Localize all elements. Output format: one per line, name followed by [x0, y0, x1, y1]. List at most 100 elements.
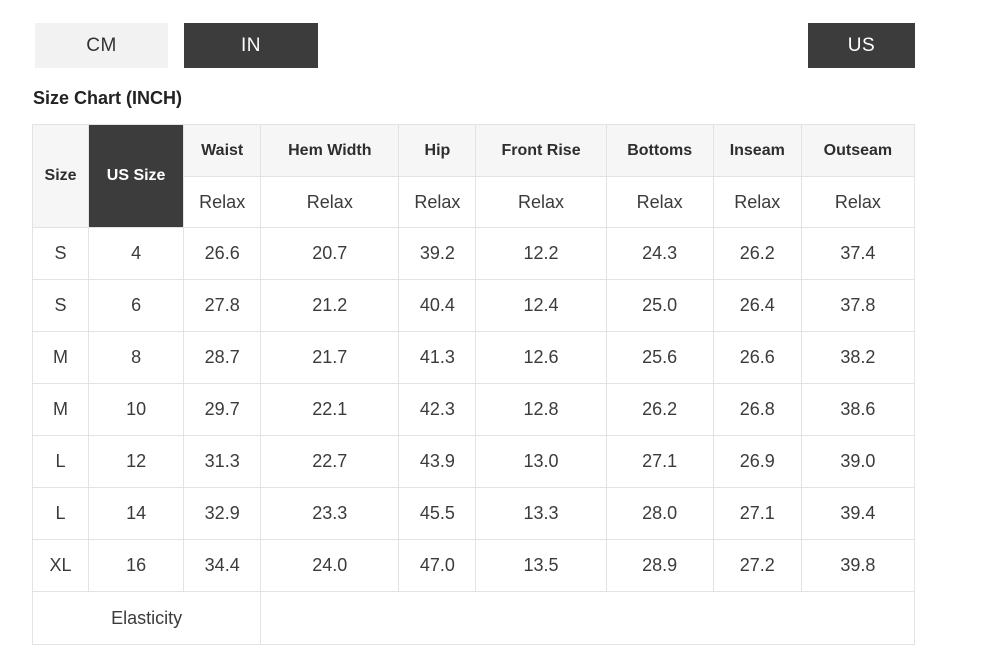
fit-type-cell: Relax [398, 176, 477, 228]
measurement-cell: 40.4 [398, 279, 477, 332]
column-header-size: Size [31, 124, 90, 228]
table-body: S 4 26.6 20.7 39.2 12.2 24.3 26.2 37.4 S… [31, 227, 916, 645]
column-header-hip: Hip [398, 124, 477, 177]
table-row: M 8 28.7 21.7 41.3 12.6 25.6 26.6 38.2 [31, 331, 916, 384]
elasticity-row: Elasticity [31, 591, 915, 645]
measurement-cell: 21.7 [260, 331, 400, 384]
size-cell: M [31, 383, 90, 436]
table-header: Size US Size Waist Hem Width Hip Front R… [31, 124, 916, 228]
page-title: Size Chart (INCH) [33, 88, 183, 108]
measurement-cell: 26.6 [712, 331, 802, 384]
us-size-cell: 12 [88, 435, 185, 488]
fit-type-cell: Relax [260, 176, 400, 228]
size-cell: M [31, 331, 90, 384]
measurement-cell: 27.8 [183, 279, 262, 332]
fit-type-cell: Relax [605, 176, 714, 228]
column-header-hem-width: Hem Width [260, 124, 400, 177]
measurement-cell: 25.6 [605, 331, 714, 384]
us-size-cell: 16 [88, 539, 185, 592]
measurement-cell: 42.3 [398, 383, 477, 436]
measurement-cell: 37.4 [800, 227, 916, 280]
table-row: L 14 32.9 23.3 45.5 13.3 28.0 27.1 39.4 [31, 487, 916, 540]
column-header-us-size: US Size [88, 124, 185, 228]
measurement-cell: 39.4 [800, 487, 916, 540]
table-row: XL 16 34.4 24.0 47.0 13.5 28.9 27.2 39.8 [31, 539, 916, 592]
measurement-cell: 27.1 [712, 487, 802, 540]
measurement-cell: 37.8 [800, 279, 916, 332]
table-row: M 10 29.7 22.1 42.3 12.8 26.2 26.8 38.6 [31, 383, 916, 436]
size-cell: XL [31, 539, 90, 592]
unit-toggle-bar: CM IN US [32, 23, 915, 68]
measurement-cell: 26.9 [712, 435, 802, 488]
measurement-cell: 12.6 [475, 331, 607, 384]
measurement-cell: 21.2 [260, 279, 400, 332]
us-size-cell: 10 [88, 383, 185, 436]
measurement-cell: 39.8 [800, 539, 916, 592]
measurement-cell: 27.1 [605, 435, 714, 488]
measurement-cell: 26.6 [183, 227, 262, 280]
cm-button[interactable]: CM [35, 23, 168, 68]
measurement-cell: 26.2 [605, 383, 714, 436]
measurement-cell: 28.7 [183, 331, 262, 384]
measurement-cell: 24.0 [260, 539, 400, 592]
measurement-cell: 29.7 [183, 383, 262, 436]
measurement-cell: 38.6 [800, 383, 916, 436]
measurement-cell: 38.2 [800, 331, 916, 384]
table-row: S 6 27.8 21.2 40.4 12.4 25.0 26.4 37.8 [31, 279, 916, 332]
column-header-bottoms: Bottoms [605, 124, 714, 177]
elasticity-label-cell: Elasticity [31, 591, 262, 645]
us-size-cell: 14 [88, 487, 185, 540]
us-size-cell: 4 [88, 227, 185, 280]
measurement-cell: 26.4 [712, 279, 802, 332]
measure-header-row: Size US Size Waist Hem Width Hip Front R… [31, 124, 916, 228]
column-header-front-rise: Front Rise [475, 124, 607, 177]
us-size-cell: 6 [88, 279, 185, 332]
column-header-outseam: Outseam [800, 124, 916, 177]
measurement-cell: 43.9 [398, 435, 477, 488]
size-cell: L [31, 435, 90, 488]
measurement-cell: 39.0 [800, 435, 916, 488]
measurement-cell: 45.5 [398, 487, 477, 540]
us-size-cell: 8 [88, 331, 185, 384]
in-button[interactable]: IN [184, 23, 318, 68]
measurement-cell: 13.0 [475, 435, 607, 488]
measurement-cell: 47.0 [398, 539, 477, 592]
measurement-cell: 31.3 [183, 435, 262, 488]
measurement-cell: 32.9 [183, 487, 262, 540]
table-row: L 12 31.3 22.7 43.9 13.0 27.1 26.9 39.0 [31, 435, 916, 488]
us-button[interactable]: US [808, 23, 915, 68]
column-header-waist: Waist [183, 124, 262, 177]
measurement-cell: 22.7 [260, 435, 400, 488]
size-cell: L [31, 487, 90, 540]
fit-type-cell: Relax [475, 176, 607, 228]
fit-type-cell: Relax [800, 176, 916, 228]
measurement-cell: 24.3 [605, 227, 714, 280]
measurement-cell: 41.3 [398, 331, 477, 384]
elasticity-value-cell [260, 591, 915, 645]
measurement-cell: 12.2 [475, 227, 607, 280]
measurement-cell: 12.4 [475, 279, 607, 332]
size-cell: S [31, 279, 90, 332]
measurement-cell: 20.7 [260, 227, 400, 280]
measurement-cell: 27.2 [712, 539, 802, 592]
fit-type-cell: Relax [712, 176, 802, 228]
measurement-cell: 22.1 [260, 383, 400, 436]
table-row: S 4 26.6 20.7 39.2 12.2 24.3 26.2 37.4 [31, 227, 916, 280]
measurement-cell: 39.2 [398, 227, 477, 280]
measurement-cell: 28.9 [605, 539, 714, 592]
measurement-cell: 23.3 [260, 487, 400, 540]
measurement-cell: 12.8 [475, 383, 607, 436]
measurement-cell: 34.4 [183, 539, 262, 592]
measurement-cell: 28.0 [605, 487, 714, 540]
size-cell: S [31, 227, 90, 280]
measurement-cell: 13.3 [475, 487, 607, 540]
size-chart-table: Size US Size Waist Hem Width Hip Front R… [31, 124, 916, 645]
fit-type-row: Relax Relax Relax Relax Relax Relax Rela… [33, 176, 916, 228]
measurement-cell: 13.5 [475, 539, 607, 592]
measurement-cell: 26.2 [712, 227, 802, 280]
measurement-cell: 25.0 [605, 279, 714, 332]
measurement-cell: 26.8 [712, 383, 802, 436]
column-header-inseam: Inseam [712, 124, 802, 177]
fit-type-cell: Relax [183, 176, 262, 228]
